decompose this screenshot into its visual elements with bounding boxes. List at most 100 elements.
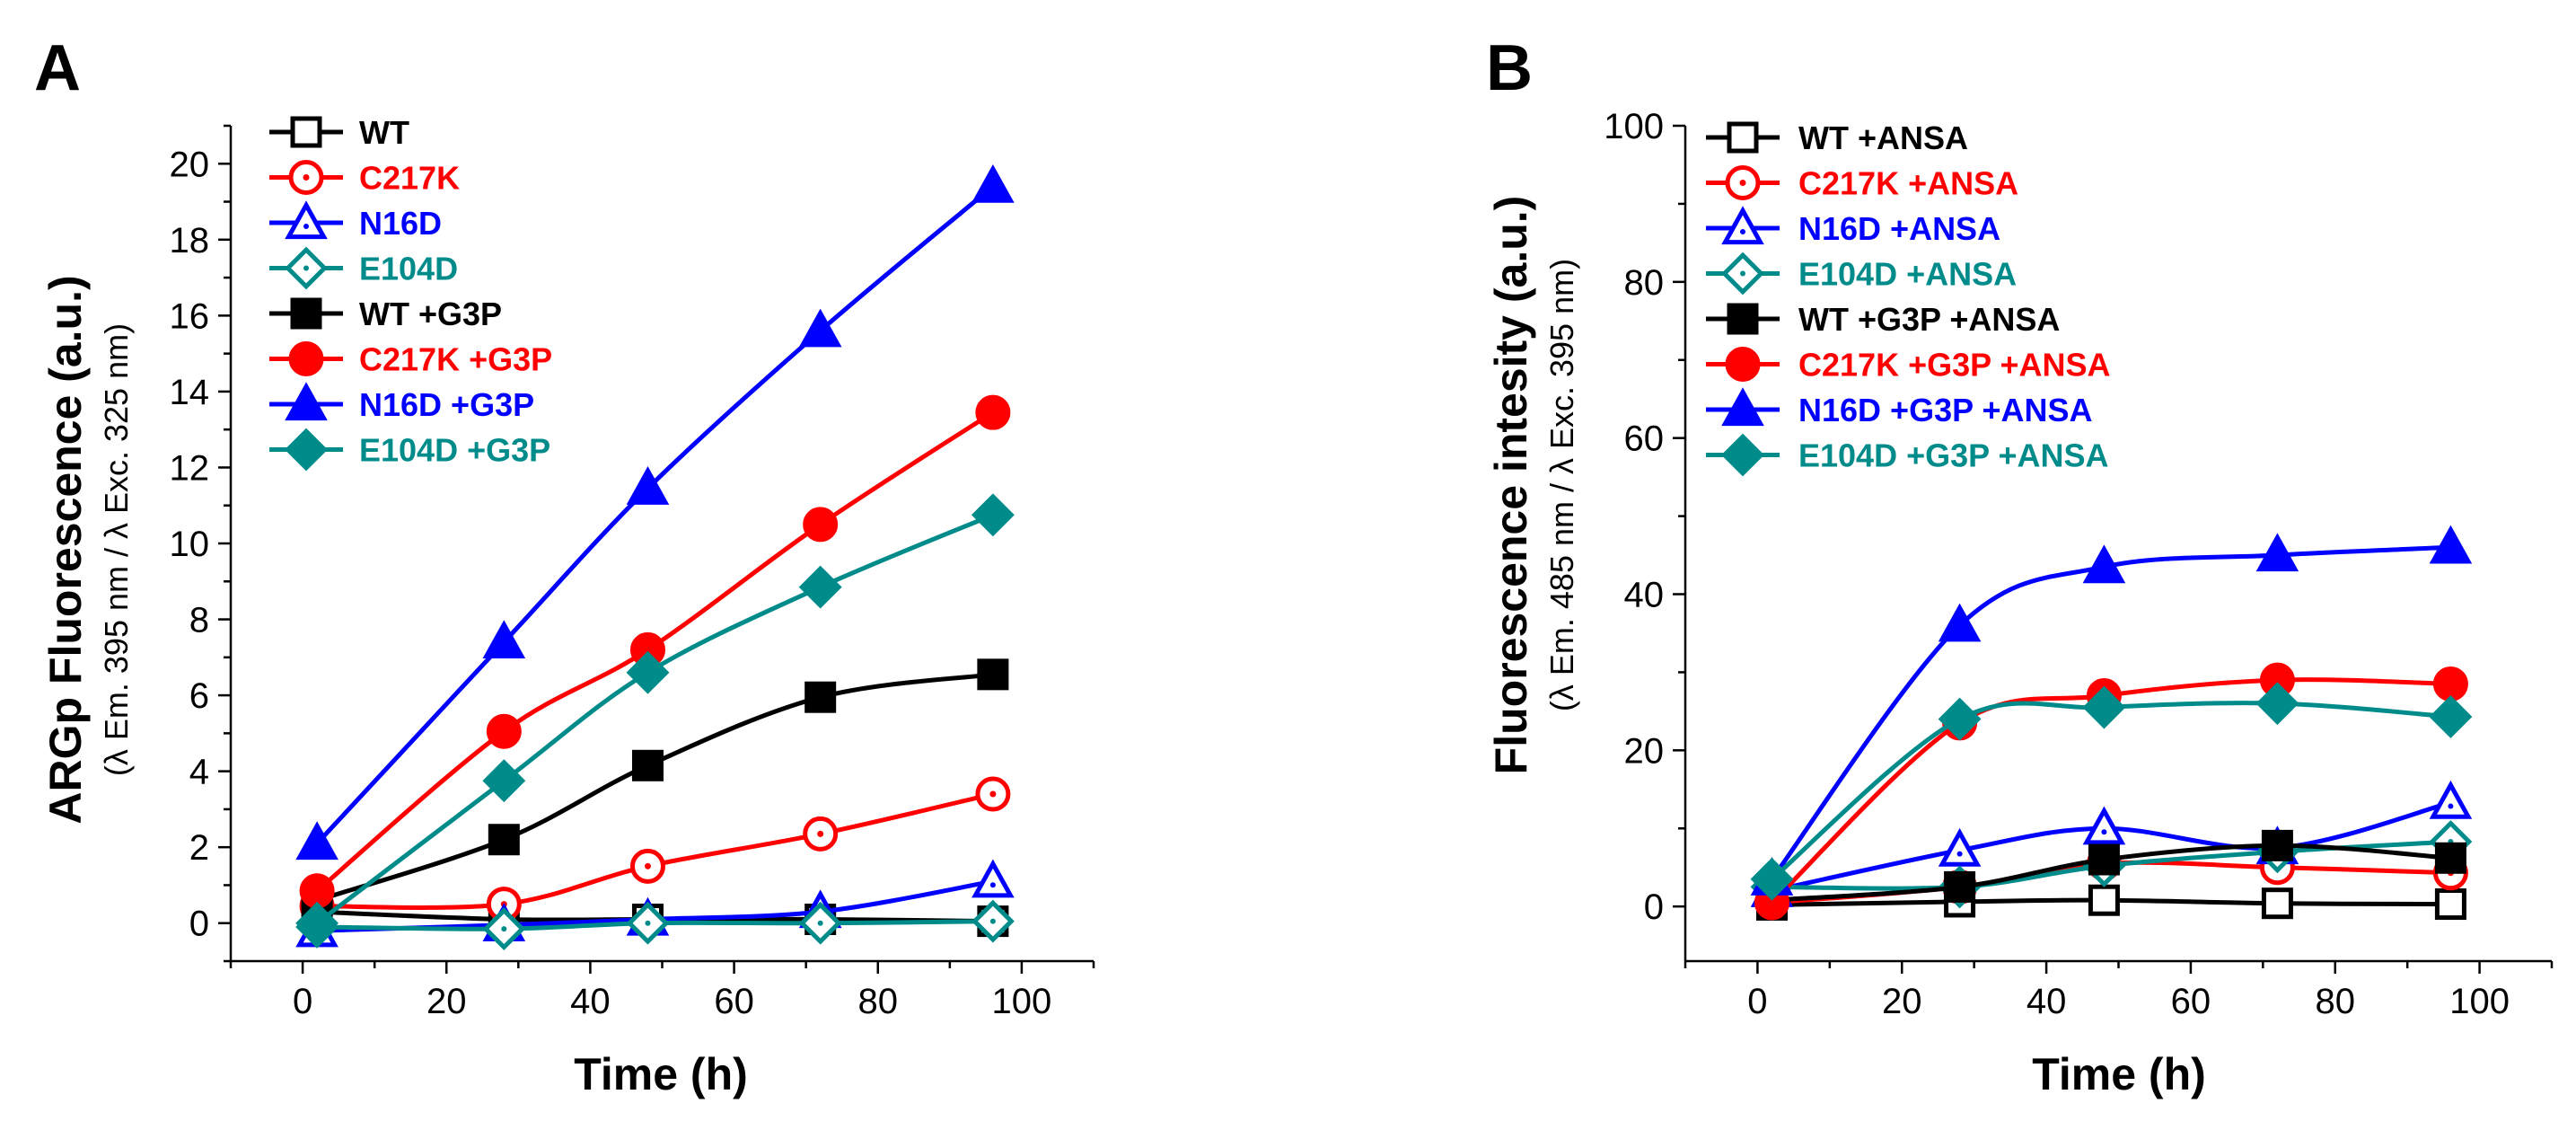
panel-b-series-5-point-4 [2261,829,2293,861]
panel-b-series-7-point-4 [2255,533,2299,572]
panel-b-series-7-point-2 [1938,603,1982,642]
panel-a-y-axis-title: ARGp Fluorescence (a.u.) [40,275,91,824]
panel-a-series-2 [299,776,1011,924]
panel-a-series-6-point-4 [803,507,839,543]
panel-a-legend-label-6: C217K +G3P [359,341,552,378]
panel-b-series-8-point-3 [2082,685,2126,729]
panel-a-series-7 [295,163,1015,861]
panel-a-legend-marker-3 [285,200,328,240]
panel-b-series-3-point-2-center-dot [1956,851,1963,857]
panel-a-y-tick-label: 8 [189,601,209,640]
panel-b-series-3-point-2 [1938,827,1982,867]
panel-a-legend-label-8: E104D +G3P [359,432,550,469]
panel-b-series-1-point-3 [2088,884,2120,916]
panel-b-legend-label-4: E104D +ANSA [1798,256,2017,293]
panel-b-y-tick-label: 80 [1624,263,1665,303]
panel-a-series-3-point-5-center-dot [989,882,996,888]
panel-b-series-7 [1750,525,2473,896]
panel-b-legend-label-6: C217K +G3P +ANSA [1798,347,2111,384]
panel-a-x-tick-label: 60 [714,982,754,1021]
panel-a-y-tick-label: 10 [170,525,210,564]
panel-b-x-axis-title: Time (h) [2032,1049,2206,1099]
panel-b-series-7-point-5 [2429,525,2473,564]
panel-a-series-5-point-2 [488,824,520,856]
panel-a-legend-marker-2-center-dot [303,174,310,181]
panel-a-series-7-point-3 [626,466,670,505]
panel-a-series-7-point-5 [971,163,1015,203]
panel-a-legend-marker-3-center-dot [303,224,309,229]
panel-a-series-7-point-1 [295,821,338,861]
panel-b-series-8-point-1 [1750,857,1794,901]
panel-b-legend-marker-3-center-dot [1740,229,1745,234]
panel-a-y-tick-label: 18 [170,221,210,260]
panel-a-legend-label-1: WT [359,114,409,151]
panel-b-series-3-point-3-center-dot [2101,829,2107,835]
panel-b-label: B [1486,32,1533,104]
panel-a-y-tick-label: 16 [170,296,210,336]
panel-b-legend-label-3: N16D +ANSA [1798,210,2000,247]
panel-a-series-6-point-1 [299,873,335,909]
panel-a-legend-label-4: E104D [359,251,458,287]
panel-a-series-4-point-2-center-dot [501,926,507,932]
panel-a-legend-marker-8 [285,428,328,472]
panel-b-series-6-point-5 [2432,666,2468,702]
panel-a-y-tick-label: 0 [189,905,209,944]
panel-a-x-tick-label: 20 [426,982,467,1021]
panel-b-y-tick-label: 20 [1624,731,1665,771]
panel-a-series-5-point-5 [977,658,1009,691]
panel-b-y-axis-title: Fluorescence intesity (a.u.) [1486,196,1536,775]
panel-b-series-5-point-2 [1944,870,1976,903]
panel-b-y-axis-subtitle: (λ Em. 485 nm / λ Exc. 395 nm) [1543,259,1580,711]
panel-b-series-8-point-5 [2429,695,2473,738]
panel-b-series-3-point-5 [2429,780,2473,819]
panel-a-y-tick-label: 20 [170,145,210,184]
panel-a-x-tick-label: 0 [293,982,312,1021]
panel-b-x-tick-label: 80 [2316,982,2356,1021]
panel-a-legend-label-3: N16D [359,205,442,242]
panel-b-legend-marker-8 [1721,433,1764,477]
panel-a-series-8-point-1 [295,901,339,945]
panel-b-series-5-point-5 [2434,842,2466,874]
panel-b-legend-marker-2-center-dot [1739,180,1746,186]
panel-a-y-tick-label: 6 [189,676,209,716]
panel-b-y-tick-label: 60 [1624,419,1665,459]
panel-b-series-1-point-5 [2434,888,2466,921]
panel-a-legend-marker-1 [290,116,322,148]
panel-b-x-tick-label: 0 [1747,982,1767,1021]
panel-a-series-8-point-4 [798,565,842,609]
panel-a-series-5-point-4 [804,681,837,713]
panel-a-series-8-point-2 [482,759,526,803]
panel-b-legend-marker-4-center-dot [1740,270,1745,277]
panel-b-legend-marker-5 [1727,303,1759,335]
panel-b-y-tick-label: 100 [1604,107,1664,146]
panel-b-series-7-point-3 [2082,544,2126,584]
panel-a-series-2-point-4-center-dot [817,830,824,837]
panel-b-legend-label-7: N16D +G3P +ANSA [1798,392,2092,428]
panel-a-x-tick-label: 40 [570,982,611,1021]
panel-b-series-8-point-4 [2255,682,2299,726]
panel-b-legend-label-1: WT +ANSA [1798,119,1968,156]
panel-b-series-1 [1756,884,2466,921]
panel-a-legend-label-2: C217K [359,160,460,197]
panel-a-legend-label-7: N16D +G3P [359,386,534,423]
panel-b-legend-marker-7 [1721,387,1764,427]
panel-a-series-4 [295,899,1015,951]
panel-a-series-6-point-5 [975,394,1011,430]
panel-a-legend-marker-7 [285,382,328,421]
panel-b-legend-marker-3 [1721,206,1764,245]
panel-a-legend-label-5: WT +G3P [359,296,502,332]
panel-b-legend-marker-1 [1727,121,1759,154]
panel-a-series-5-point-3 [631,749,664,781]
panel-a-x-tick-label: 100 [992,982,1052,1021]
panel-a-series-2-point-3-center-dot [644,862,651,869]
panel-a-y-tick-label: 14 [170,373,210,412]
panel-a-series-5 [301,658,1009,916]
panel-b-legend-label-8: E104D +G3P +ANSA [1798,437,2109,474]
panel-a-legend: WT C217K N16D E104D WT +G3P C217K +G3P N16D +G… [269,114,552,472]
panel-a-series-8-point-3 [626,650,670,694]
panel-b-x-tick-label: 40 [2027,982,2067,1021]
panel-a: A Time (h) ARGp Fluorescence (a.u.) (λ E… [34,32,1095,1099]
panel-b-y-tick-label: 40 [1624,575,1665,614]
panel-a-series-4-point-4-center-dot [817,920,823,926]
